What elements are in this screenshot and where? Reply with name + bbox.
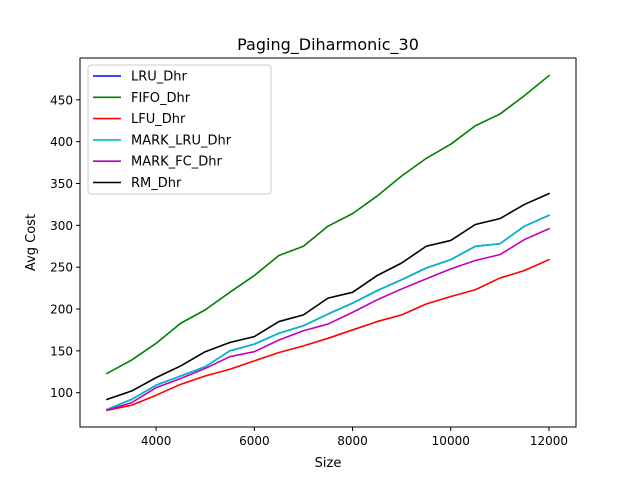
x-tick-label: 10000 [432,434,470,448]
legend-label: MARK_FC_Dhr [131,155,222,170]
plot-frame [79,57,577,428]
legend-box [87,64,272,195]
x-tick-label: 6000 [239,434,270,448]
series-line-rm-dhr [105,192,551,401]
x-axis-ticks: 4000 6000 8000 10000 12000 [141,427,568,448]
y-axis-label: Avg Cost [24,214,39,271]
chart-title: Paging_Diharmonic_30 [237,35,419,55]
legend-label: RM_Dhr [131,176,182,191]
y-tick-label: 150 [50,344,73,358]
x-tick-label: 8000 [337,434,368,448]
y-tick-label: 450 [50,93,73,107]
y-tick-label: 300 [50,219,73,233]
legend: LRU_Dhr FIFO_Dhr LFU_Dhr MARK_LRU_Dhr MARK_F… [87,64,272,195]
y-axis-ticks: 100 150 200 250 300 350 400 450 [50,93,80,400]
x-tick-label: 12000 [530,434,568,448]
legend-label: LFU_Dhr [131,112,186,127]
legend-label: MARK_LRU_Dhr [131,133,232,148]
x-axis-label: Size [315,456,342,471]
y-tick-label: 100 [50,386,73,400]
plot-lines [105,74,551,412]
y-tick-label: 400 [50,135,73,149]
series-line-mark-lru-dhr [105,214,551,411]
x-tick-label: 4000 [141,434,172,448]
series-line-fifo-dhr [105,74,551,375]
y-tick-label: 200 [50,303,73,317]
legend-label: FIFO_Dhr [131,91,191,106]
y-tick-label: 250 [50,261,73,275]
series-line-mark-fc-dhr [106,227,551,412]
series-line-lfu-dhr [106,258,551,412]
legend-label: LRU_Dhr [131,70,188,85]
y-tick-label: 350 [50,177,73,191]
